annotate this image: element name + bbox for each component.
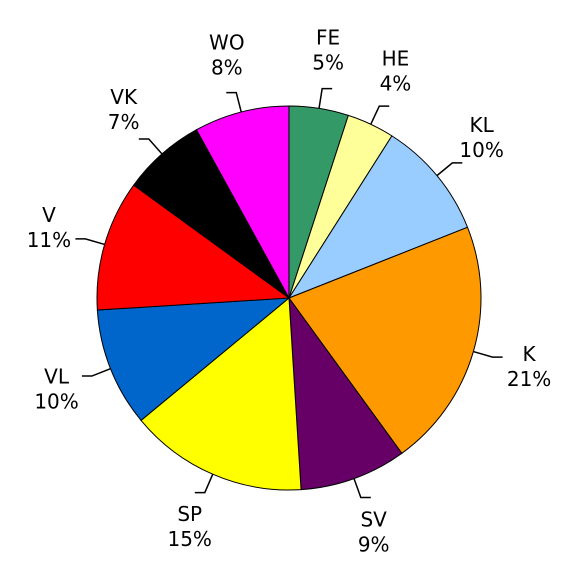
slice-value-label: 21%: [507, 367, 551, 391]
leader-line: [226, 91, 242, 113]
leader-line: [318, 87, 333, 109]
slice-label: K: [523, 342, 537, 366]
leader-line: [194, 473, 214, 494]
leader-line: [473, 350, 503, 358]
slice-label: KL: [469, 113, 494, 137]
slice-value-label: 5%: [312, 51, 344, 75]
slice-value-label: 10%: [459, 138, 503, 162]
leader-line: [138, 138, 163, 155]
leader-line: [353, 478, 371, 499]
slice-value-label: 9%: [358, 533, 390, 557]
slice-value-label: 15%: [167, 527, 211, 551]
slice-label: SV: [360, 508, 387, 532]
leader-line: [75, 238, 105, 246]
pie-slice: [96, 297, 291, 422]
pie-slice: [288, 226, 482, 455]
slice-label: HE: [382, 46, 410, 70]
slice-label: WO: [209, 30, 245, 54]
pie-slice: [287, 135, 469, 300]
leader-line: [436, 162, 463, 177]
slice-value-label: 7%: [108, 110, 140, 134]
pie-slice: [195, 105, 290, 299]
slice-label: V: [42, 203, 56, 227]
pie-slice: [288, 296, 403, 491]
slice-label: SP: [177, 502, 202, 526]
slice-label: VK: [110, 85, 138, 109]
leader-line: [81, 367, 111, 377]
slice-label: VL: [44, 365, 70, 389]
slice-value-label: 4%: [380, 71, 412, 95]
slice-label: FE: [316, 26, 340, 50]
pie-slice: [140, 296, 302, 491]
slice-value-label: 11%: [27, 228, 71, 252]
slice-value-label: 10%: [34, 390, 78, 414]
slice-value-label: 8%: [211, 55, 243, 79]
pie-slice: [96, 184, 291, 311]
leader-line: [370, 105, 390, 125]
